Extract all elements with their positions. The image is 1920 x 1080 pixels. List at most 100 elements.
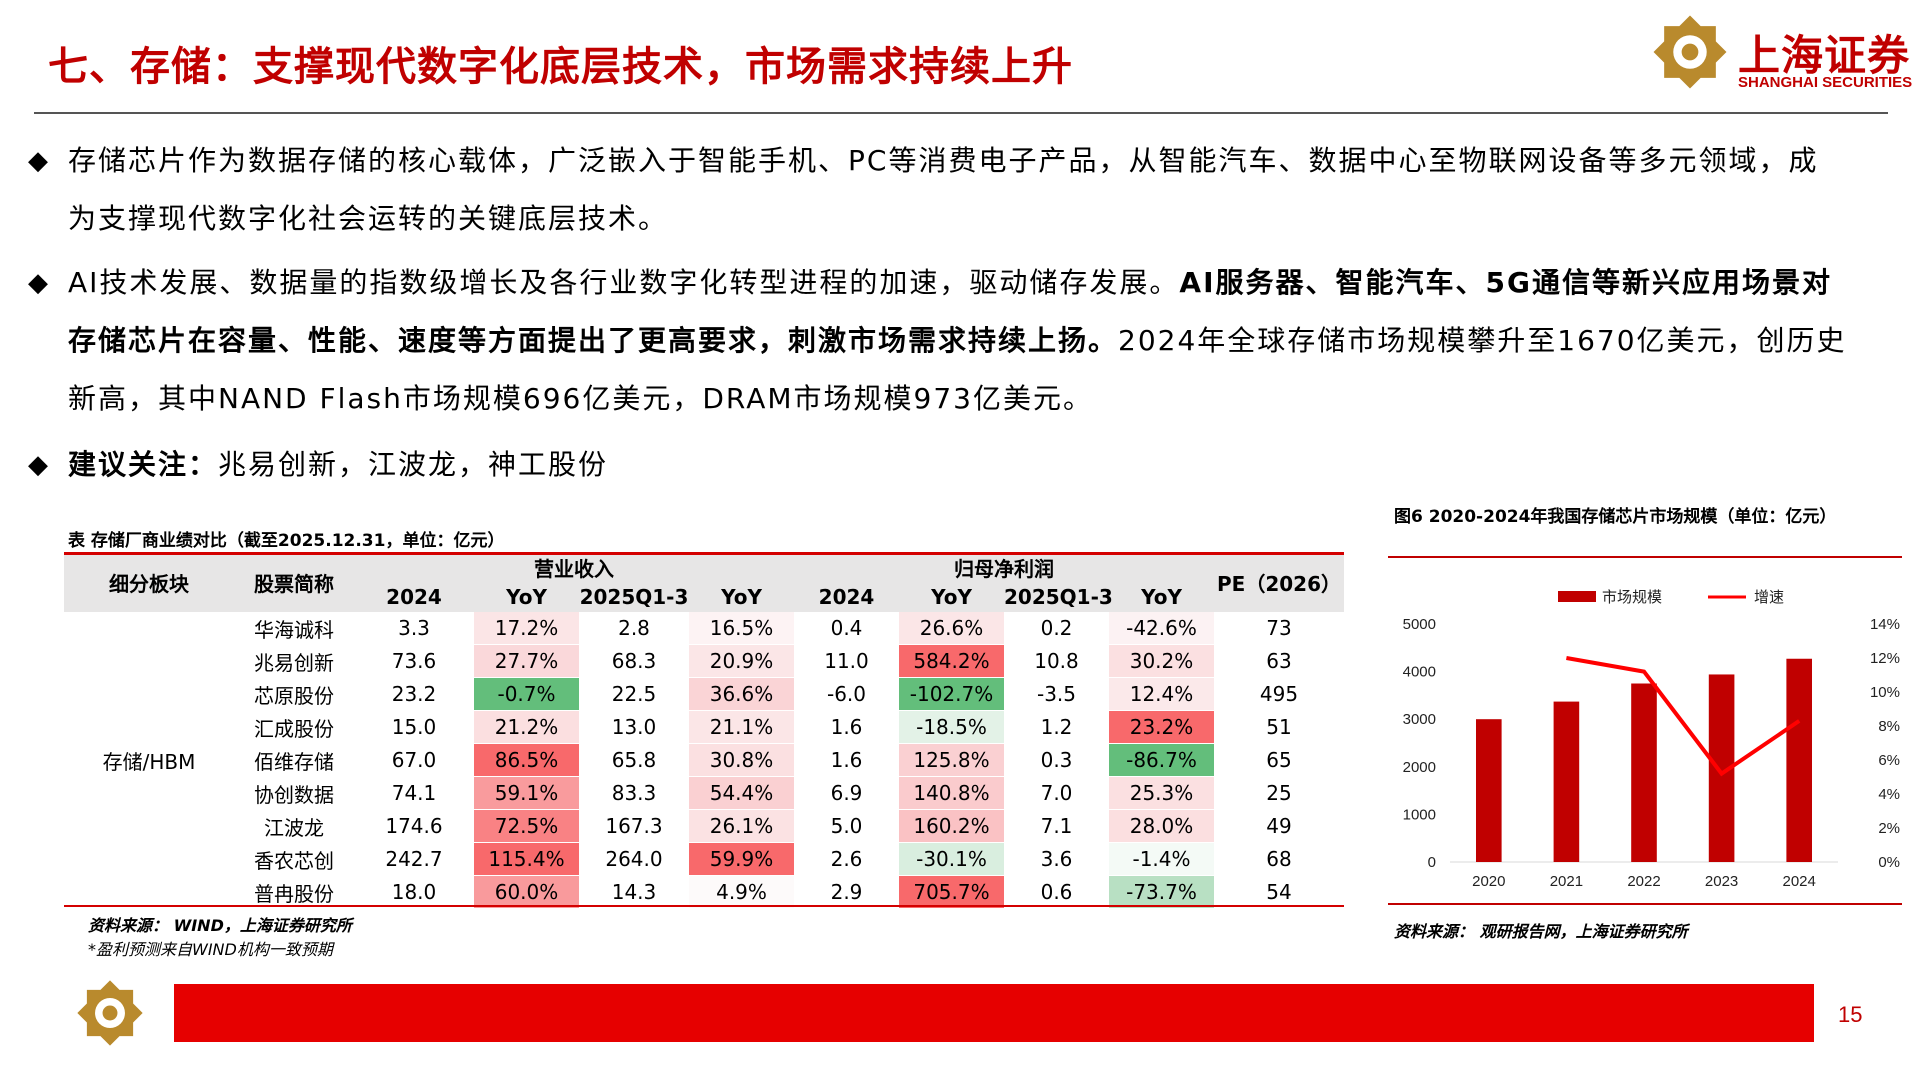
stock-name-cell: 协创数据 [234,776,354,810]
pe-cell: 51 [1214,710,1344,744]
value-cell: 18.0 [354,875,474,909]
pe-cell: 68 [1214,842,1344,876]
yoy-cell: 30.8% [689,743,794,777]
header-profit: 归母净利润 [794,552,1214,582]
value-cell: 0.3 [1004,743,1109,777]
table-source: 资料来源： WIND，上海证券研究所 [88,916,352,935]
table-note: *盈利预测来自WIND机构一致预期 [88,940,333,959]
yoy-cell: -73.7% [1109,875,1214,909]
stock-name-cell: 芯原股份 [234,677,354,711]
segment-cell: 存储/HBM [64,612,234,909]
yoy-cell: 72.5% [474,809,579,843]
yoy-cell: 4.9% [689,875,794,909]
yoy-cell: 16.5% [689,612,794,645]
value-cell: 6.9 [794,776,899,810]
x-tick-label: 2023 [1705,873,1738,890]
bullet-market-growth: ◆ AI技术发展、数据量的指数级增长及各行业数字化转型进程的加速，驱动储存发展。… [28,254,1848,428]
pe-cell: 49 [1214,809,1344,843]
bullet-text-plain: 2024年全球存储市场规模攀升至1670亿美元，创历史新高，其中NAND Fla… [68,324,1847,415]
y2-tick-label: 6% [1878,752,1900,769]
footer-bar [174,984,1814,1042]
subheader: YoY [899,582,1004,612]
y2-tick-label: 4% [1878,786,1900,803]
header-stock: 股票简称 [234,552,354,612]
bar-2022 [1631,683,1657,862]
yoy-cell: 125.8% [899,743,1004,777]
bullet-text: 存储芯片作为数据存储的核心载体，广泛嵌入于智能手机、PC等消费电子产品，从智能汽… [68,144,1819,235]
bullet-text-bold: 建议关注： [68,448,219,481]
chart-bottom-rule [1388,903,1902,905]
yoy-cell: -86.7% [1109,743,1214,777]
x-tick-label: 2021 [1550,873,1583,890]
subheader: 2024 [794,582,899,612]
bullet-storage-role: ◆ 存储芯片作为数据存储的核心载体，广泛嵌入于智能手机、PC等消费电子产品，从智… [28,132,1848,248]
y2-tick-label: 14% [1870,616,1900,633]
y-tick-label: 4000 [1403,664,1436,681]
pe-cell: 63 [1214,644,1344,678]
performance-table: 细分板块 股票简称 营业收入 归母净利润 PE（2026） 2024 YoY 2… [64,552,1344,909]
yoy-cell: 27.7% [474,644,579,678]
logo-text-en: SHANGHAI SECURITIES [1738,74,1913,91]
yoy-cell: -1.4% [1109,842,1214,876]
value-cell: 0.2 [1004,612,1109,645]
yoy-cell: -30.1% [899,842,1004,876]
yoy-cell: 28.0% [1109,809,1214,843]
diamond-bullet-icon: ◆ [28,146,48,176]
y-tick-label: 0 [1428,854,1436,871]
table-row: 汇成股份 15.0 21.2% 13.0 21.1% 1.6 -18.5% 1.2 23.2% 5… [64,710,1344,744]
header-pe: PE（2026） [1214,552,1344,612]
yoy-cell: 21.2% [474,710,579,744]
value-cell: 23.2 [354,677,474,711]
stock-name-cell: 香农芯创 [234,842,354,876]
y-tick-label: 3000 [1403,711,1436,728]
bar-2021 [1553,701,1580,862]
table-row: 江波龙 174.6 72.5% 167.3 26.1% 5.0 160.2% 7.1 28.0%… [64,809,1344,843]
page-number: 15 [1838,1002,1863,1027]
bar-2024 [1786,658,1813,862]
table-caption: 表 存储厂商业绩对比（截至2025.12.31，单位：亿元） [68,531,505,551]
yoy-cell: 59.1% [474,776,579,810]
value-cell: -3.5 [1004,677,1109,711]
table-bottom-rule [64,905,1344,907]
stock-name-cell: 佰维存储 [234,743,354,777]
value-cell: 2.8 [579,612,689,645]
yoy-cell: -102.7% [899,677,1004,711]
bullet-text-plain: AI技术发展、数据量的指数级增长及各行业数字化转型进程的加速，驱动储存发展。 [68,266,1180,299]
y2-tick-label: 8% [1878,718,1900,735]
value-cell: 13.0 [579,710,689,744]
table-row: 佰维存储 67.0 86.5% 65.8 30.8% 1.6 125.8% 0.3 -86.7%… [64,743,1344,777]
bullet-text: 建议关注：兆易创新，江波龙，神工股份 [68,436,1848,494]
table-row: 香农芯创 242.7 115.4% 264.0 59.9% 2.6 -30.1% 3.6 -1.… [64,842,1344,876]
yoy-cell: 36.6% [689,677,794,711]
yoy-cell: 25.3% [1109,776,1214,810]
table-row: 存储/HBM 华海诚科 3.3 17.2% 2.8 16.5% 0.4 26.6% 0.2 -42… [64,612,1344,909]
value-cell: 68.3 [579,644,689,678]
yoy-cell: 20.9% [689,644,794,678]
yoy-cell: -18.5% [899,710,1004,744]
value-cell: 242.7 [354,842,474,876]
page-title: 七、存储：支撑现代数字化底层技术，市场需求持续上升 [48,44,1073,90]
bullet-text-bold: AI服务器、智能汽车、5G通信等新兴应用场景对存储芯片在容量、性能、速度等方面提… [68,266,1832,357]
chart-caption: 图6 2020-2024年我国存储芯片市场规模（单位：亿元） [1394,507,1837,527]
value-cell: 83.3 [579,776,689,810]
diamond-bullet-icon: ◆ [28,268,48,298]
yoy-cell: 23.2% [1109,710,1214,744]
pe-cell: 73 [1214,612,1344,645]
footer-logo-icon [77,980,143,1046]
subheader: 2024 [354,582,474,612]
value-cell: 7.1 [1004,809,1109,843]
value-cell: 22.5 [579,677,689,711]
yoy-cell: 54.4% [689,776,794,810]
header-segment: 细分板块 [64,552,234,612]
yoy-cell: 115.4% [474,842,579,876]
value-cell: 67.0 [354,743,474,777]
header-divider [34,112,1888,114]
yoy-cell: 160.2% [899,809,1004,843]
chart-source: 资料来源： 观研报告网，上海证券研究所 [1394,922,1688,941]
yoy-cell: 21.1% [689,710,794,744]
value-cell: 2.9 [794,875,899,909]
yoy-cell: 705.7% [899,875,1004,909]
x-tick-label: 2022 [1627,873,1660,890]
yoy-cell: 584.2% [899,644,1004,678]
y-tick-label: 1000 [1403,806,1436,823]
